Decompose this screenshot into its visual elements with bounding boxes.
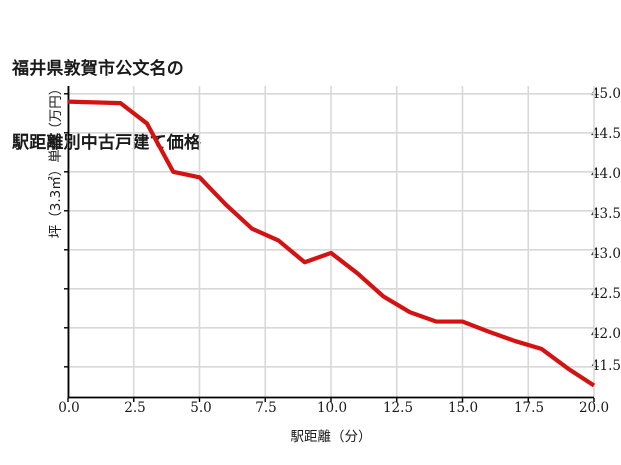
y-tick-label-45-0: 45.0 <box>590 86 621 102</box>
y-tick-label-43-0: 43.0 <box>590 246 621 262</box>
chart-title-line-1: 福井県敦賀市公文名の <box>12 59 184 80</box>
x-tick-label-5-0: 5.0 <box>190 400 212 416</box>
x-tick-label-17-5: 17.5 <box>513 400 545 416</box>
x-axis-label: 駅距離（分） <box>290 429 372 445</box>
x-tick-label-2-5: 2.5 <box>124 400 146 416</box>
y-tick-label-43-5: 43.5 <box>590 206 621 222</box>
price-line-series <box>67 99 596 388</box>
x-tick-label-10-0: 10.0 <box>316 400 348 416</box>
x-tick-label-12-5: 12.5 <box>382 400 414 416</box>
x-tick-label-15-0: 15.0 <box>447 400 479 416</box>
x-tick-label-7-5: 7.5 <box>255 400 277 416</box>
axis-ticks <box>64 93 595 402</box>
x-tick-label-20-0: 20.0 <box>578 400 610 416</box>
gridlines <box>67 86 595 398</box>
y-tick-label-42-0: 42.0 <box>590 326 621 342</box>
x-tick-label-0-0: 0.0 <box>58 400 80 416</box>
y-tick-label-44-5: 44.5 <box>590 126 621 142</box>
y-tick-label-42-5: 42.5 <box>590 286 621 302</box>
y-tick-label-44-0: 44.0 <box>590 166 621 182</box>
y-tick-label-41-5: 41.5 <box>590 358 621 374</box>
axis-spines <box>67 86 594 399</box>
